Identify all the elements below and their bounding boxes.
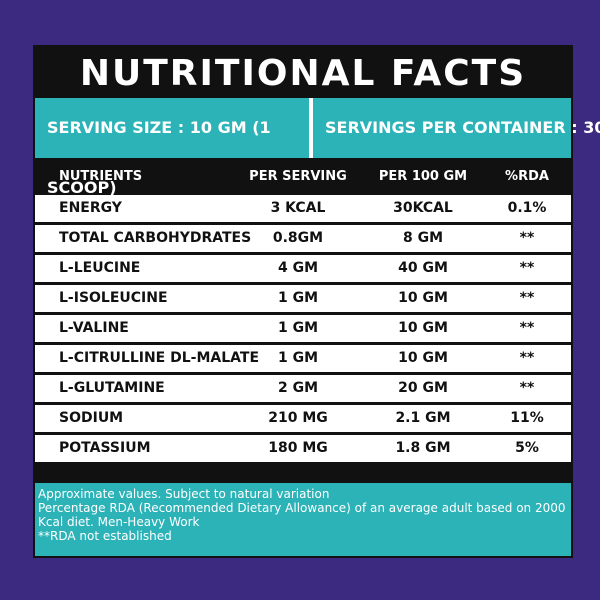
table-cell: L-LEUCINE [59, 260, 141, 276]
table-row: POTASSIUM 180 MG 1.8 GM 5% [35, 435, 571, 462]
table-cell: 4 GM [277, 260, 319, 276]
table-cell: POTASSIUM [59, 440, 151, 456]
table-cell: 8 GM [402, 230, 444, 246]
table-cell: 0.8GM [272, 230, 324, 246]
table-cell: ** [519, 380, 535, 396]
title: NUTRITIONAL FACTS [79, 53, 527, 94]
table-cell: 20 GM [398, 380, 448, 396]
table-cell: 2 GM [277, 380, 319, 396]
notes: Approximate values. Subject to natural v… [35, 483, 571, 556]
table-cell: 1 GM [277, 320, 319, 336]
table-cell: L-GLUTAMINE [59, 380, 165, 396]
header-cell: PER SERVING [249, 169, 347, 184]
note: Percentage RDA (Recommended Dietary Allo… [38, 501, 566, 529]
table-cell: L-VALINE [59, 320, 129, 336]
table-cell: 5% [515, 440, 539, 456]
serving-size: SERVING SIZE : 10 GM (1 SCOOP) [35, 98, 313, 197]
table-cell: ENERGY [59, 200, 122, 216]
table-cell: L-ISOLEUCINE [59, 290, 168, 306]
table-header: NUTRIENTS PER SERVING PER 100 GM %RDA [33, 162, 573, 192]
label-panel: NUTRITIONAL FACTS SERVING SIZE : 10 GM (… [33, 45, 600, 558]
table-cell: 3 KCAL [270, 200, 326, 216]
header-cell: %RDA [505, 169, 549, 184]
table-cell: ** [519, 260, 535, 276]
header-cell: PER 100 GM [378, 169, 468, 184]
table-cell: 10 GM [398, 350, 448, 366]
note: Approximate values. Subject to natural v… [38, 487, 330, 501]
table-cell: 10 GM [398, 320, 448, 336]
table-cell: ** [519, 290, 535, 306]
table-row: SODIUM 210 MG 2.1 GM 11% [35, 405, 571, 432]
table-row: L-ISOLEUCINE 1 GM 10 GM ** [35, 285, 571, 312]
table-cell: ** [519, 350, 535, 366]
table-cell: 1 GM [277, 350, 319, 366]
table-row: L-VALINE 1 GM 10 GM ** [35, 315, 571, 342]
table-cell: 210 MG [268, 410, 328, 426]
table-row: L-LEUCINE 4 GM 40 GM ** [35, 255, 571, 282]
table-row: L-CITRULLINE DL-MALATE 1 GM 10 GM ** [35, 345, 571, 372]
table-cell: 10 GM [398, 290, 448, 306]
table-cell: 40 GM [398, 260, 448, 276]
note: **RDA not established [38, 529, 172, 543]
table-cell: L-CITRULLINE DL-MALATE [59, 350, 260, 366]
table-cell: 1 GM [277, 290, 319, 306]
table-cell: 1.8 GM [395, 440, 451, 456]
table-cell: 30KCAL [393, 200, 453, 216]
table-row: L-GLUTAMINE 2 GM 20 GM ** [35, 375, 571, 402]
table-cell: 0.1% [507, 200, 547, 216]
table-cell: ** [519, 230, 535, 246]
table-cell: 2.1 GM [395, 410, 451, 426]
table-cell: SODIUM [59, 410, 124, 426]
servings-per-container: SERVINGS PER CONTAINER : 30 [325, 118, 600, 137]
table-body: ENERGY 3 KCAL 30KCAL 0.1% TOTAL CARBOHYDRATE… [35, 195, 571, 465]
serving-band: SERVING SIZE : 10 GM (1 SCOOP) SERVINGS … [35, 98, 600, 197]
table-cell: TOTAL CARBOHYDRATES [59, 230, 252, 246]
table-row: TOTAL CARBOHYDRATES 0.8GM 8 GM ** [35, 225, 571, 252]
table-cell: ** [519, 320, 535, 336]
table-cell: 180 MG [268, 440, 328, 456]
table-cell: 11% [510, 410, 544, 426]
table-row: ENERGY 3 KCAL 30KCAL 0.1% [35, 195, 571, 222]
header-cell: NUTRIENTS [59, 169, 143, 184]
